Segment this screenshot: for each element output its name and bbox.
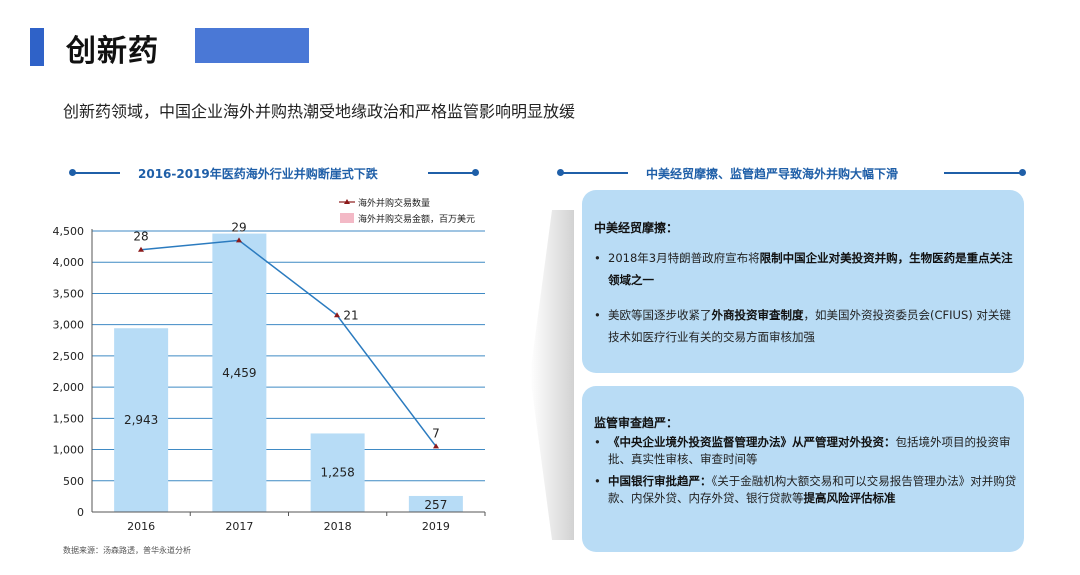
y-tick-label: 4,000 [53, 256, 85, 269]
line-data-label: 29 [231, 220, 246, 234]
right-heading-dot-left [557, 169, 564, 176]
x-tick-label: 2019 [422, 520, 450, 533]
right-heading-line-left [562, 172, 628, 174]
bar [114, 328, 169, 512]
right-heading: 中美经贸摩擦、监管趋严导致海外并购大幅下滑 [646, 167, 899, 181]
left-heading-dot-right [472, 169, 479, 176]
legend-label-amount: 海外并购交易金额，百万美元 [358, 213, 475, 225]
left-heading-dot-left [69, 169, 76, 176]
title-accent-bar [30, 28, 44, 66]
bullet-icon: • [594, 251, 601, 265]
bullet-icon: • [594, 474, 601, 488]
panel1-item-1: • 2018年3月特朗普政府宣布将限制中国企业对美投资并购，生物医药是重点关注领… [594, 247, 1020, 291]
bar-data-label: 4,459 [222, 366, 256, 380]
legend-label-count: 海外并购交易数量 [358, 197, 430, 209]
line-series [140, 239, 437, 447]
title-decor-block [195, 28, 309, 63]
x-tick-label: 2016 [127, 520, 155, 533]
y-tick-label: 3,500 [53, 287, 85, 300]
y-tick-label: 3,000 [53, 319, 85, 332]
line-point [138, 246, 144, 252]
bar-data-label: 2,943 [124, 413, 158, 427]
panel2-item-2: • 中国银行审批趋严：《关于金融机构大额交易和可以交易报告管理办法》对并购贷款、… [594, 474, 1017, 505]
line-point [236, 237, 242, 243]
y-tick-label: 500 [63, 475, 84, 488]
bar-data-label: 1,258 [320, 466, 354, 480]
chevron-divider [530, 210, 574, 540]
panel-regulation: 监管审查趋严： • 《中央企业境外投资监督管理办法》从严管理对外投资：包括境外项… [582, 386, 1024, 552]
x-tick-label: 2017 [225, 520, 253, 533]
bullet-icon: • [594, 308, 601, 322]
y-tick-label: 1,000 [53, 444, 85, 457]
right-heading-dot-right [1019, 169, 1026, 176]
bar [310, 433, 365, 512]
y-tick-label: 2,500 [53, 350, 85, 363]
panel-regulation-title: 监管审查趋严： [594, 416, 679, 430]
source-note: 数据来源：汤森路透，普华永道分析 [63, 546, 191, 555]
y-tick-label: 2,000 [53, 381, 85, 394]
page-subtitle: 创新药领域，中国企业海外并购热潮受地缘政治和严格监管影响明显放缓 [63, 102, 576, 121]
panel-trade-friction-title: 中美经贸摩擦： [594, 221, 679, 235]
bar [408, 495, 463, 512]
legend-line-marker [344, 199, 350, 204]
x-tick-label: 2018 [324, 520, 352, 533]
line-point [334, 312, 340, 318]
line-data-label: 7 [432, 426, 440, 440]
panel-trade-friction: 中美经贸摩擦： • 2018年3月特朗普政府宣布将限制中国企业对美投资并购，生物… [582, 190, 1024, 373]
left-heading-line-left [74, 172, 120, 174]
panel2-item-1: • 《中央企业境外投资监督管理办法》从严管理对外投资：包括境外项目的投资审批、真… [594, 435, 1011, 466]
bar-data-label: 257 [424, 498, 447, 512]
chart-heading: 2016-2019年医药海外行业并购断崖式下跌 [138, 167, 378, 181]
y-tick-label: 0 [77, 506, 84, 519]
y-tick-label: 4,500 [53, 225, 85, 238]
legend-bar-swatch [340, 213, 354, 223]
line-data-label: 21 [343, 308, 358, 322]
page-title: 创新药 [66, 34, 159, 69]
chart: 2,943 4,459 1,258 257 28 29 21 7 0 500 1,000 1,50… [53, 197, 486, 533]
bar [212, 233, 267, 512]
line-data-label: 28 [133, 230, 148, 244]
y-tick-label: 1,500 [53, 412, 85, 425]
right-heading-line-right [944, 172, 1022, 174]
bullet-icon: • [594, 435, 601, 449]
line-point [433, 443, 439, 449]
left-heading-line-right [428, 172, 474, 174]
panel1-item-2: • 美欧等国逐步收紧了外商投资审查制度，如美国外资投资委员会(CFIUS) 对关… [594, 304, 1020, 348]
